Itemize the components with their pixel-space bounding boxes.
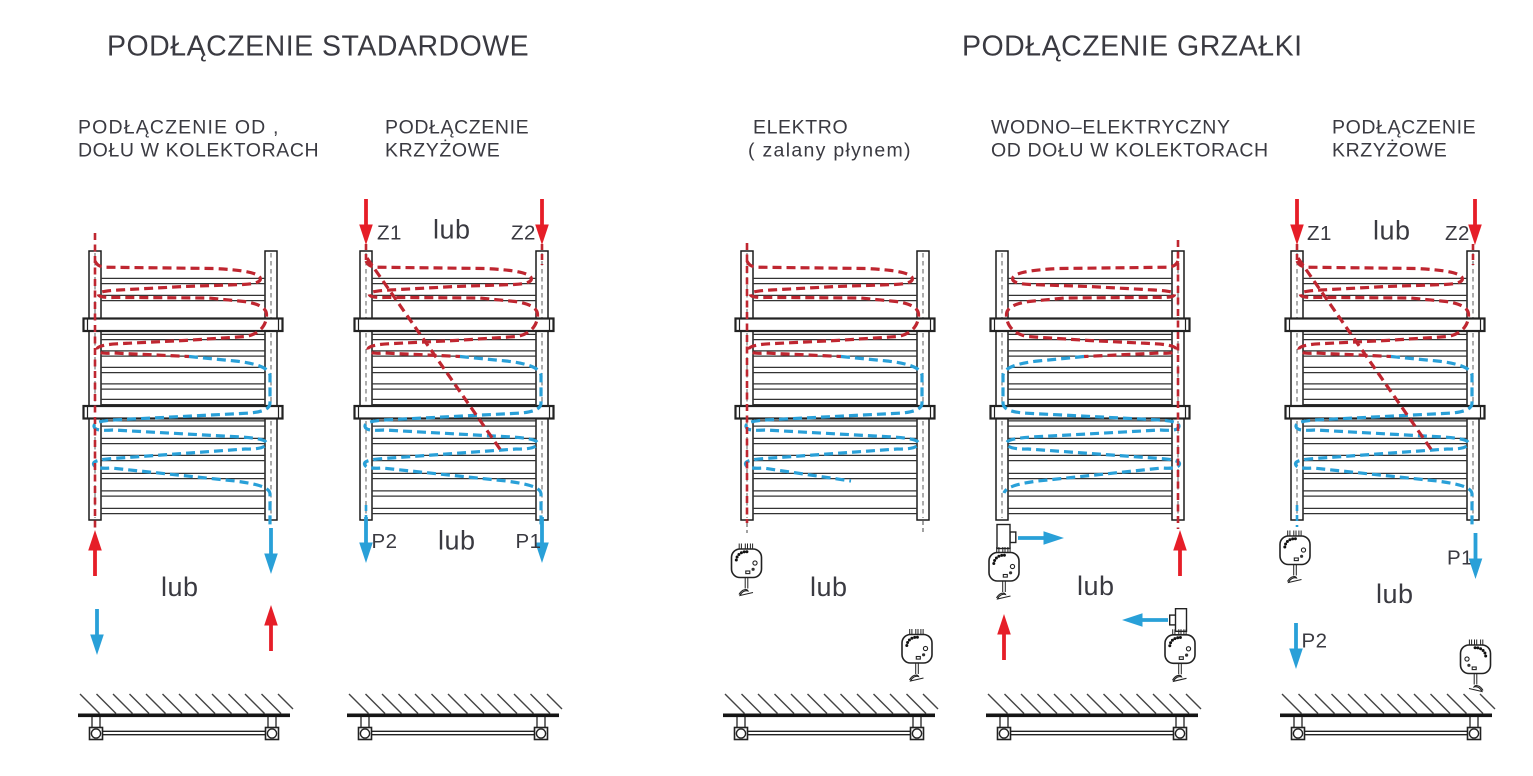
svg-text:PODŁĄCZENIE GRZAŁKI: PODŁĄCZENIE GRZAŁKI xyxy=(962,31,1303,63)
svg-text:P2: P2 xyxy=(1302,630,1328,653)
svg-text:ELEKTRO: ELEKTRO xyxy=(753,117,848,139)
svg-text:Z1: Z1 xyxy=(377,222,402,245)
svg-text:PODŁĄCZENIE STADARDOWE: PODŁĄCZENIE STADARDOWE xyxy=(107,31,529,63)
svg-text:lub: lub xyxy=(1376,579,1414,609)
svg-text:DOŁU W KOLEKTORACH: DOŁU W KOLEKTORACH xyxy=(78,140,319,162)
svg-text:P2: P2 xyxy=(372,530,398,553)
svg-text:PODŁĄCZENIE: PODŁĄCZENIE xyxy=(1332,117,1476,139)
svg-text:lub: lub xyxy=(161,572,199,602)
svg-text:P1: P1 xyxy=(1447,547,1473,570)
svg-text:Z2: Z2 xyxy=(1445,222,1470,245)
svg-text:KRZYŻOWE: KRZYŻOWE xyxy=(385,139,500,162)
svg-text:lub: lub xyxy=(433,215,471,245)
svg-text:OD DOŁU W KOLEKTORACH: OD DOŁU W KOLEKTORACH xyxy=(991,140,1269,162)
svg-text:Z2: Z2 xyxy=(511,222,536,245)
svg-text:lub: lub xyxy=(1373,216,1411,246)
svg-text:P1: P1 xyxy=(516,530,542,553)
svg-text:PODŁĄCZENIE OD ,: PODŁĄCZENIE OD , xyxy=(78,117,280,139)
svg-text:PODŁĄCZENIE: PODŁĄCZENIE xyxy=(385,117,529,139)
svg-text:KRZYŻOWE: KRZYŻOWE xyxy=(1332,139,1447,162)
svg-text:WODNO–ELEKTRYCZNY: WODNO–ELEKTRYCZNY xyxy=(991,117,1231,139)
svg-text:( zalany płynem): ( zalany płynem) xyxy=(748,140,912,162)
svg-text:lub: lub xyxy=(438,526,476,556)
svg-text:lub: lub xyxy=(1077,571,1115,601)
svg-text:lub: lub xyxy=(810,572,848,602)
svg-text:Z1: Z1 xyxy=(1307,222,1332,245)
